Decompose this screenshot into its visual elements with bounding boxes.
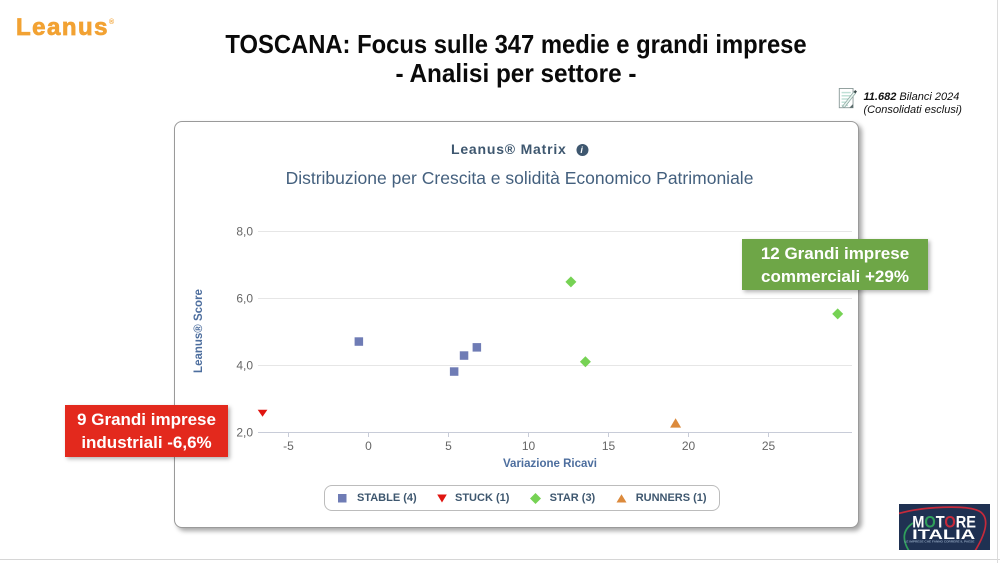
svg-text:5: 5 <box>445 439 452 453</box>
svg-text:15: 15 <box>602 439 616 453</box>
svg-text:10: 10 <box>522 439 536 453</box>
svg-text:0: 0 <box>365 439 372 453</box>
svg-text:LE IMPRESE CHE FANNO CORRERE I: LE IMPRESE CHE FANNO CORRERE IL PAESE <box>905 540 975 544</box>
svg-text:Leanus® Score: Leanus® Score <box>193 289 205 373</box>
svg-text:6,0: 6,0 <box>236 292 253 306</box>
svg-text:ITALIA: ITALIA <box>912 526 975 542</box>
svg-text:8,0: 8,0 <box>236 225 253 239</box>
svg-text:Variazione Ricavi: Variazione Ricavi <box>503 458 597 470</box>
svg-text:20: 20 <box>682 439 696 453</box>
svg-text:2,0: 2,0 <box>236 426 253 440</box>
svg-text:4,0: 4,0 <box>236 359 253 373</box>
svg-text:-5: -5 <box>283 439 294 453</box>
svg-text:25: 25 <box>762 439 776 453</box>
svg-text:MOTORE: MOTORE <box>912 513 976 531</box>
